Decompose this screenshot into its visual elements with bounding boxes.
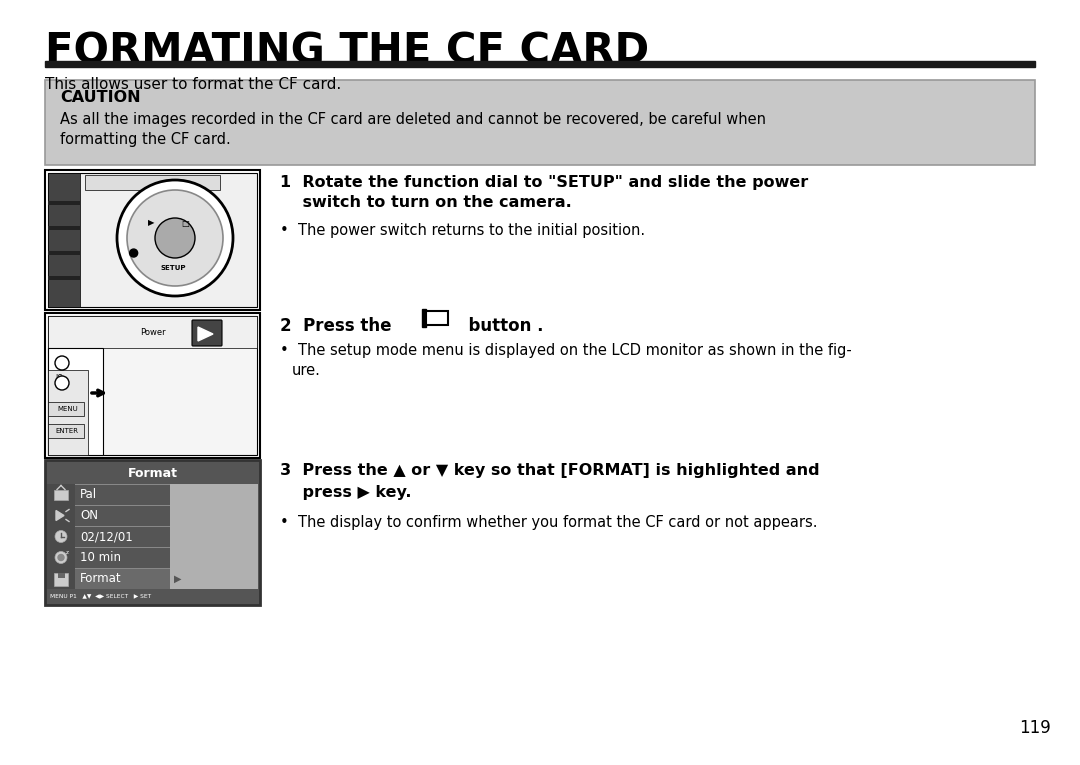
Text: Format: Format: [80, 572, 122, 585]
Circle shape: [130, 249, 137, 257]
Bar: [426, 311, 448, 325]
Bar: [48, 276, 80, 280]
Bar: [48, 251, 80, 255]
Bar: [48, 348, 103, 455]
Text: 10 min: 10 min: [80, 551, 121, 564]
Bar: [45, 80, 1035, 165]
Text: button .: button .: [457, 317, 543, 335]
Bar: [48, 402, 84, 416]
Bar: [48, 484, 75, 505]
Bar: [48, 568, 258, 589]
Text: Pal: Pal: [80, 488, 97, 501]
Bar: [48, 173, 80, 307]
Text: ure.: ure.: [292, 363, 321, 378]
Text: 1  Rotate the function dial to "SETUP" and slide the power: 1 Rotate the function dial to "SETUP" an…: [280, 175, 808, 190]
Bar: [54, 490, 68, 500]
Bar: [48, 484, 258, 589]
Bar: [48, 173, 257, 307]
Bar: [48, 316, 257, 455]
Text: press ▶ key.: press ▶ key.: [280, 485, 411, 500]
Text: 2  Press the: 2 Press the: [280, 317, 391, 335]
Text: MENU P1   ▲▼  ◀▶ SELECT   ▶ SET: MENU P1 ▲▼ ◀▶ SELECT ▶ SET: [50, 594, 151, 598]
Bar: [170, 484, 258, 505]
Bar: [48, 526, 75, 547]
Text: As all the images recorded in the CF card are deleted and cannot be recovered, b: As all the images recorded in the CF car…: [60, 112, 766, 127]
Text: This allows user to format the CF card.: This allows user to format the CF card.: [45, 77, 341, 92]
Text: □: □: [181, 219, 189, 227]
Bar: [45, 61, 1035, 67]
Polygon shape: [56, 510, 64, 520]
Polygon shape: [198, 327, 213, 341]
Circle shape: [55, 376, 69, 390]
Text: switch to turn on the camera.: switch to turn on the camera.: [280, 195, 571, 210]
Bar: [48, 568, 75, 589]
Text: z: z: [66, 550, 68, 555]
Bar: [48, 424, 84, 438]
Text: ON: ON: [80, 509, 98, 522]
Bar: [48, 547, 258, 568]
Bar: [170, 505, 258, 526]
Bar: [45, 313, 260, 458]
Bar: [422, 309, 426, 327]
Circle shape: [117, 180, 233, 296]
Bar: [48, 201, 80, 205]
Circle shape: [55, 356, 69, 370]
Bar: [48, 547, 75, 568]
Bar: [48, 484, 258, 505]
Text: ▶: ▶: [174, 574, 181, 584]
Text: 119: 119: [1020, 719, 1051, 737]
Text: Format: Format: [127, 467, 177, 480]
Bar: [48, 505, 75, 526]
Text: •  The power switch returns to the initial position.: • The power switch returns to the initia…: [280, 223, 645, 238]
Text: ENTER: ENTER: [55, 428, 78, 434]
Text: ▶: ▶: [148, 219, 154, 227]
Bar: [45, 170, 260, 310]
Text: MENU: MENU: [57, 406, 78, 412]
Text: FORMATING THE CF CARD: FORMATING THE CF CARD: [45, 30, 649, 72]
Circle shape: [156, 218, 195, 258]
Text: CAUTION: CAUTION: [60, 90, 140, 105]
Text: IO: IO: [55, 373, 63, 382]
Bar: [170, 547, 258, 568]
Bar: [170, 526, 258, 547]
Text: 3  Press the ▲ or ▼ key so that [FORMAT] is highlighted and: 3 Press the ▲ or ▼ key so that [FORMAT] …: [280, 463, 820, 478]
Bar: [58, 572, 65, 578]
Text: •  The setup mode menu is displayed on the LCD monitor as shown in the fig-: • The setup mode menu is displayed on th…: [280, 343, 852, 358]
Circle shape: [55, 552, 67, 564]
Bar: [48, 526, 258, 547]
FancyBboxPatch shape: [192, 320, 222, 346]
Text: •  The display to confirm whether you format the CF card or not appears.: • The display to confirm whether you for…: [280, 515, 818, 530]
Circle shape: [55, 530, 67, 542]
Text: Power: Power: [140, 327, 165, 337]
Circle shape: [127, 190, 222, 286]
Text: 02/12/01: 02/12/01: [80, 530, 133, 543]
Circle shape: [58, 555, 64, 561]
Bar: [48, 226, 80, 230]
Text: SETUP: SETUP: [160, 265, 186, 271]
Bar: [45, 460, 260, 605]
Text: formatting the CF card.: formatting the CF card.: [60, 132, 231, 147]
Bar: [170, 568, 258, 589]
Bar: [48, 589, 258, 603]
Bar: [85, 175, 220, 190]
Bar: [48, 505, 258, 526]
Bar: [48, 462, 258, 484]
Bar: [48, 316, 257, 348]
Bar: [54, 572, 68, 585]
Bar: [48, 370, 87, 455]
